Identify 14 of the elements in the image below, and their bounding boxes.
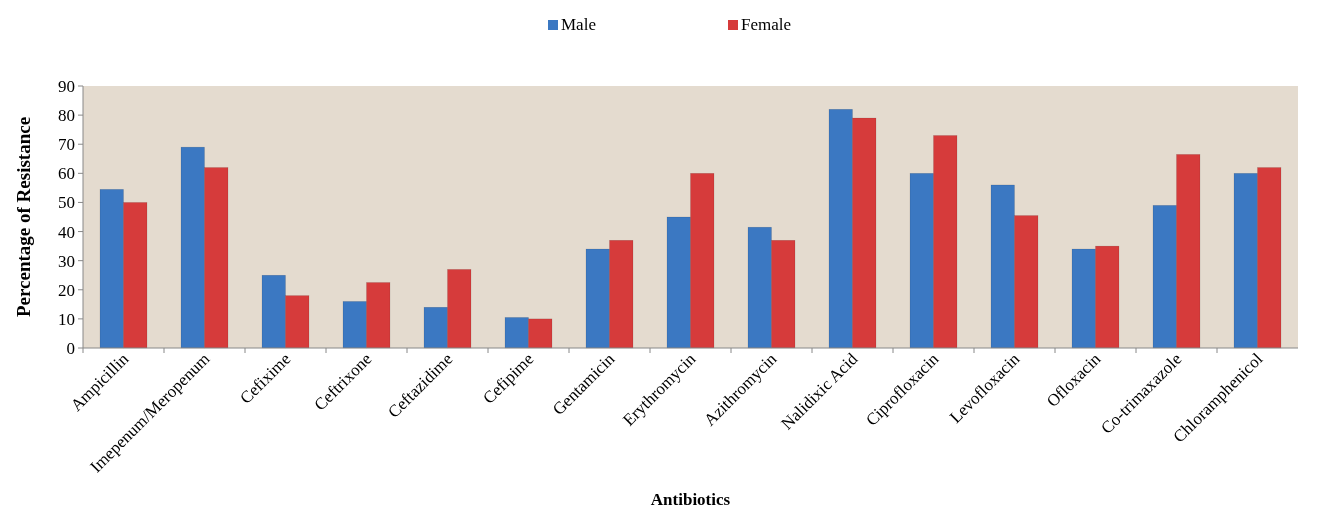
- y-tick-label: 40: [58, 222, 75, 242]
- y-tick-label: 0: [66, 338, 75, 358]
- y-tick-label: 10: [58, 309, 75, 329]
- y-tick-label: 60: [58, 164, 75, 184]
- x-axis-title: Antibiotics: [650, 490, 731, 509]
- y-axis-title: Percentage of Resistance: [13, 116, 34, 318]
- legend-label: Male: [561, 15, 596, 34]
- y-tick-label: 80: [58, 106, 75, 126]
- y-tick-label: 50: [58, 193, 75, 213]
- y-tick-label: 20: [58, 280, 75, 300]
- y-tick-label: 30: [58, 251, 75, 271]
- y-tick-label: 90: [58, 76, 75, 96]
- y-tick-label: 70: [58, 135, 75, 155]
- legend-label: Female: [741, 15, 792, 34]
